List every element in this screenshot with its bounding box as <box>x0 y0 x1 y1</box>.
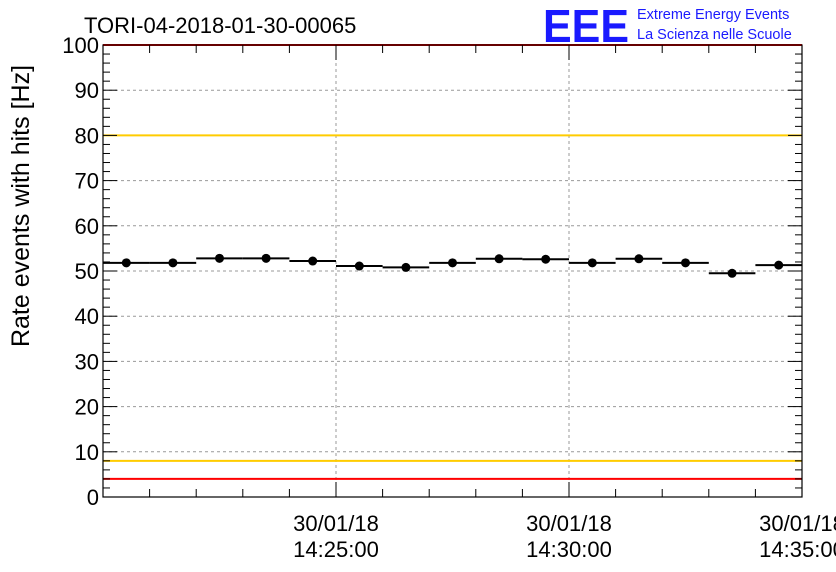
x-tick-labels: 30/01/1814:25:0030/01/1814:30:0030/01/18… <box>293 511 836 562</box>
data-point <box>308 256 318 266</box>
chart-title: TORI-04-2018-01-30-00065 <box>84 13 356 38</box>
y-tick-label: 70 <box>75 169 99 194</box>
x-tick-date: 30/01/18 <box>526 511 612 536</box>
y-tick-label: 20 <box>75 395 99 420</box>
y-axis-title: Rate events with hits [Hz] <box>7 65 35 347</box>
data-point <box>354 261 364 271</box>
eee-logo: EEE Extreme Energy Events La Scienza nel… <box>543 0 792 52</box>
x-tick-time: 14:30:00 <box>526 537 612 562</box>
logo-line-1: Extreme Energy Events <box>637 7 789 23</box>
data-point <box>261 253 271 263</box>
y-tick-label: 60 <box>75 214 99 239</box>
data-point <box>774 260 784 270</box>
y-tick-label: 40 <box>75 304 99 329</box>
y-tick-label: 80 <box>75 123 99 148</box>
data-point <box>215 253 224 263</box>
y-tick-label: 10 <box>75 440 99 465</box>
x-tick-date: 30/01/18 <box>759 511 836 536</box>
y-tick-labels: 0 10 20 30 40 50 60 70 80 90 100 <box>62 33 99 510</box>
x-tick-time: 14:25:00 <box>293 537 379 562</box>
logo-letters: EEE <box>543 0 629 52</box>
data-point <box>541 254 551 264</box>
logo-line-2: La Scienza nelle Scuole <box>637 27 792 43</box>
data-point <box>401 262 411 272</box>
y-tick-label: 50 <box>75 259 99 284</box>
x-tick-time: 14:35:00 <box>759 537 836 562</box>
data-point <box>168 258 178 268</box>
data-point <box>494 254 504 264</box>
x-tick-date: 30/01/18 <box>293 511 379 536</box>
y-tick-label: 100 <box>62 33 99 58</box>
data-point <box>634 254 644 264</box>
data-point <box>587 258 597 268</box>
y-tick-label: 0 <box>87 485 99 510</box>
data-point <box>121 258 131 268</box>
data-point <box>681 258 690 268</box>
grid <box>103 45 803 497</box>
y-tick-label: 90 <box>75 78 99 103</box>
data-series <box>103 253 802 278</box>
y-tick-label: 30 <box>75 349 99 374</box>
axis-ticks <box>103 44 803 498</box>
data-point <box>448 258 457 268</box>
data-point <box>727 268 737 278</box>
